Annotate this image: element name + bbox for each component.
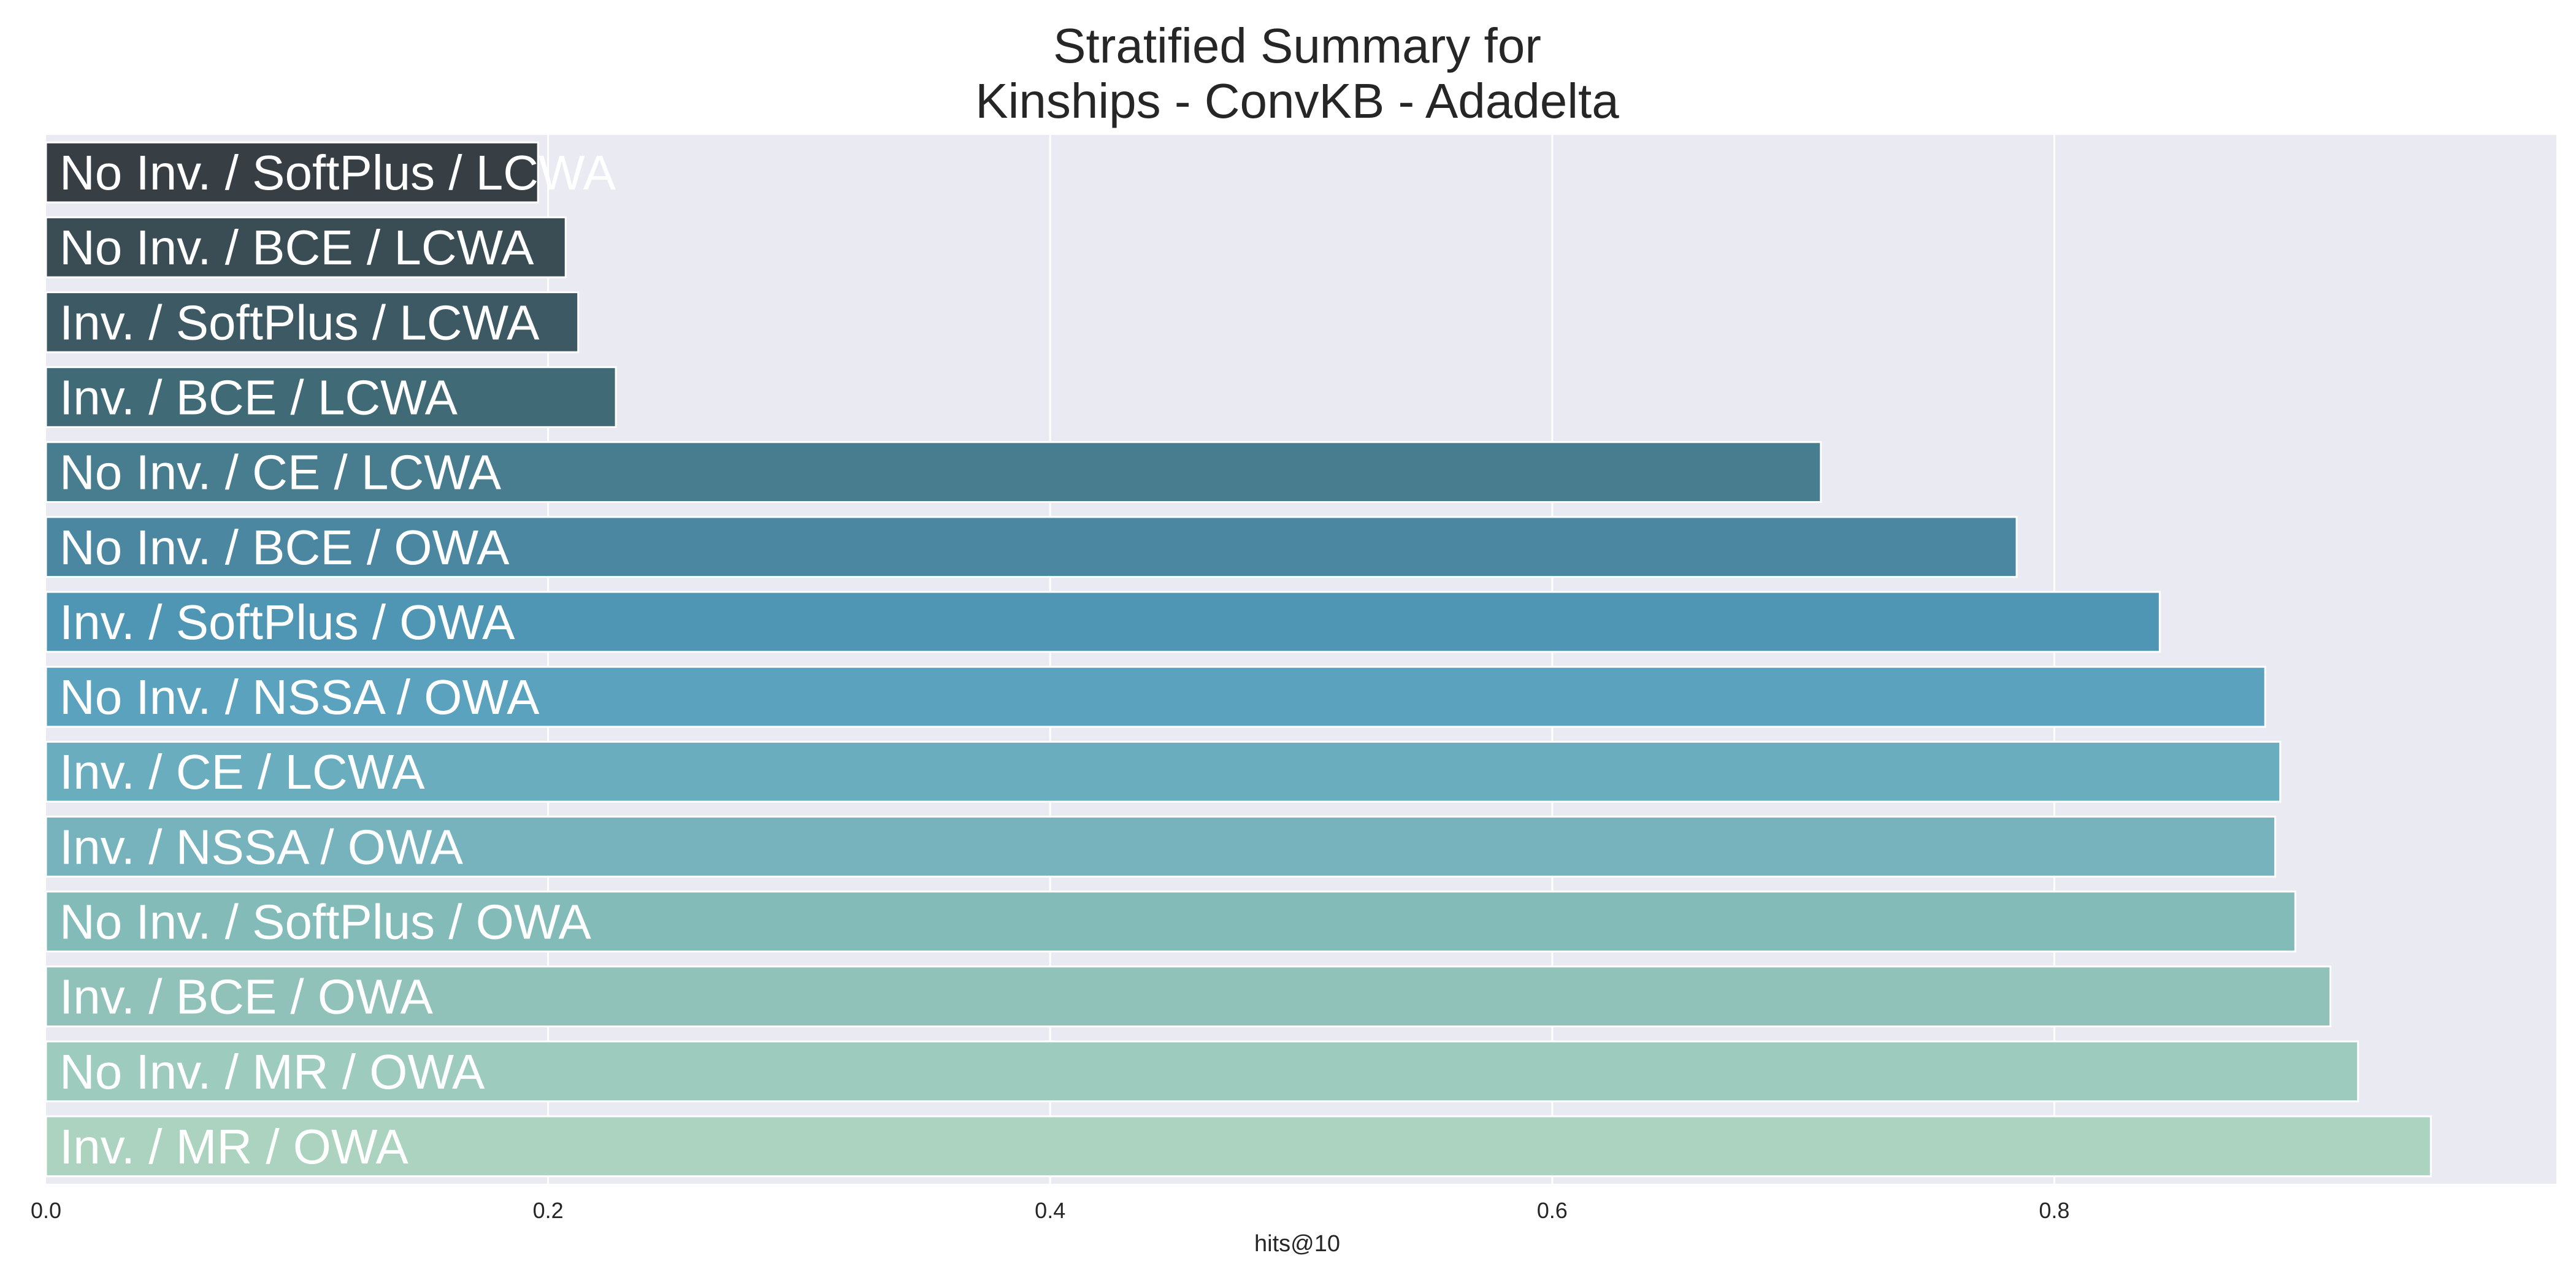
bar — [45, 366, 617, 428]
bar-label: No Inv. / BCE / LCWA — [59, 220, 534, 275]
bar-label: No Inv. / SoftPlus / OWA — [59, 895, 592, 949]
bar — [45, 291, 580, 353]
bar — [45, 591, 2161, 653]
x-tick-label: 0.8 — [2039, 1198, 2069, 1223]
bar — [45, 965, 2332, 1028]
bar-label: No Inv. / NSSA / OWA — [59, 670, 540, 724]
x-tick-label: 0.6 — [1537, 1198, 1568, 1223]
bar-label: Inv. / BCE / OWA — [59, 970, 434, 1024]
bar — [45, 216, 567, 278]
bar-label: No Inv. / CE / LCWA — [59, 445, 502, 500]
bar — [45, 141, 539, 204]
bar-label: Inv. / SoftPlus / LCWA — [59, 295, 540, 350]
chart-title-line-1: Stratified Summary for — [1053, 18, 1541, 73]
bar-label: No Inv. / MR / OWA — [59, 1045, 485, 1099]
bar-label: Inv. / SoftPlus / OWA — [59, 595, 515, 650]
x-tick-label: 0.2 — [533, 1198, 564, 1223]
bar — [45, 1115, 2432, 1178]
x-tick-label: 0.4 — [1035, 1198, 1065, 1223]
x-axis-label: hits@10 — [1254, 1231, 1340, 1257]
bar-label: Inv. / MR / OWA — [59, 1119, 409, 1174]
bar — [45, 740, 2282, 803]
bar — [45, 516, 2018, 578]
bars: No Inv. / SoftPlus / LCWA No Inv. / BCE /… — [45, 141, 2432, 1178]
bar — [45, 891, 2296, 953]
bar-label: No Inv. / BCE / OWA — [59, 520, 510, 575]
bar-label: Inv. / BCE / LCWA — [59, 370, 458, 425]
bar — [45, 665, 2266, 728]
bar — [45, 441, 1822, 503]
bar-label: No Inv. / SoftPlus / LCWA — [59, 145, 616, 200]
bar-label: Inv. / NSSA / OWA — [59, 819, 464, 874]
x-tick-label: 0.0 — [31, 1198, 61, 1223]
bar-label: Inv. / CE / LCWA — [59, 745, 425, 799]
chart-title-line-2: Kinships - ConvKB - Adadelta — [975, 74, 1619, 128]
bar — [45, 1040, 2359, 1103]
x-axis-ticks: 0.0 0.2 0.4 0.6 0.8 — [31, 1198, 2069, 1223]
bar — [45, 816, 2277, 878]
